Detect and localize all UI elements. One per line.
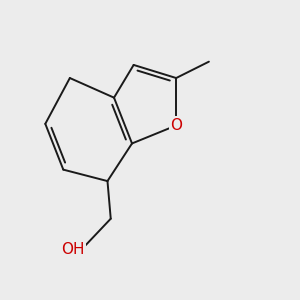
Text: OH: OH <box>61 242 85 257</box>
Text: O: O <box>170 118 182 133</box>
